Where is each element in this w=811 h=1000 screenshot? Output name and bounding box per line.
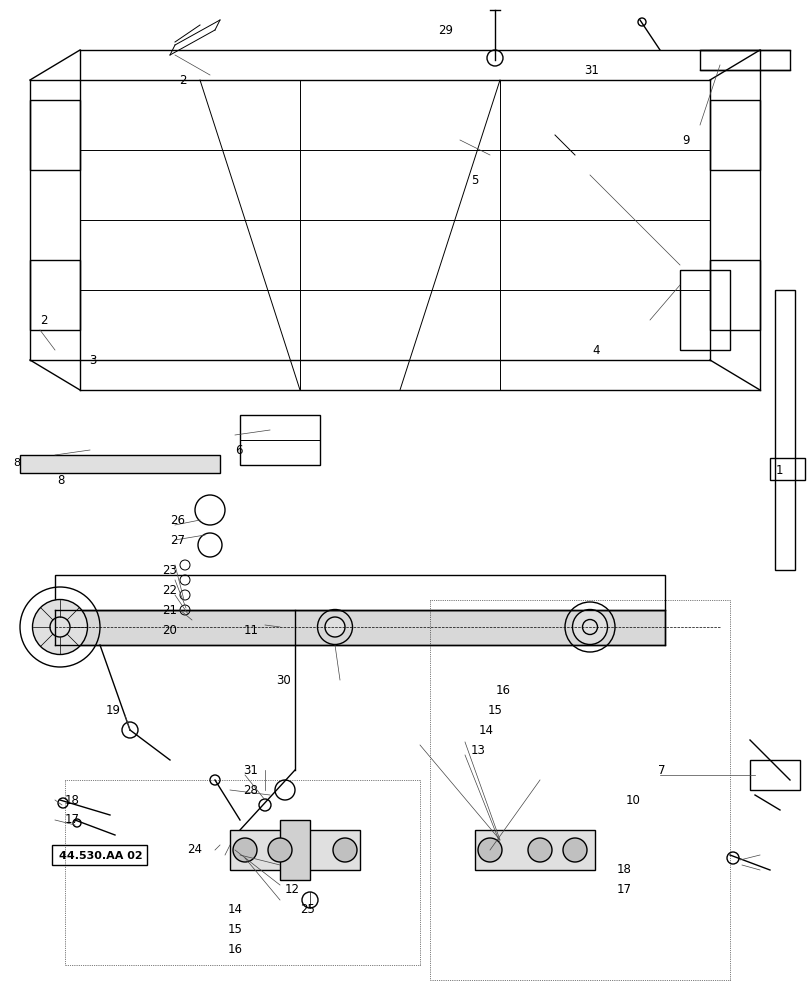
Bar (30, 100, 80, 170)
Text: 11: 11 (243, 624, 258, 636)
Text: 3: 3 (89, 354, 97, 366)
Text: 5: 5 (470, 174, 478, 187)
Text: 7: 7 (657, 764, 664, 776)
Circle shape (478, 838, 501, 862)
Bar (20, 455, 220, 473)
Text: 15: 15 (487, 704, 501, 716)
Bar (699, 50, 789, 70)
Text: 6: 6 (235, 444, 242, 456)
Text: 23: 23 (162, 564, 177, 576)
Text: 10: 10 (624, 793, 639, 806)
Circle shape (562, 838, 586, 862)
Bar (30, 260, 80, 330)
Text: 17: 17 (616, 884, 631, 896)
Bar (770, 458, 805, 480)
Text: 4: 4 (592, 344, 599, 357)
Circle shape (268, 838, 292, 862)
Ellipse shape (572, 609, 607, 644)
Text: 14: 14 (227, 903, 242, 916)
Text: 21: 21 (162, 603, 177, 616)
Bar (55, 575, 664, 610)
Bar (709, 100, 759, 170)
Text: 18: 18 (65, 793, 79, 806)
Text: 8: 8 (57, 474, 64, 487)
Text: 19: 19 (105, 704, 120, 716)
Bar (230, 830, 359, 870)
Text: 14: 14 (478, 723, 493, 736)
Bar (749, 760, 799, 790)
Ellipse shape (324, 617, 345, 637)
Text: 2: 2 (178, 74, 186, 87)
Text: 8: 8 (13, 458, 20, 468)
Bar (474, 830, 594, 870)
Text: 24: 24 (187, 843, 201, 856)
Bar (55, 610, 664, 645)
Bar (774, 290, 794, 570)
Text: 17: 17 (65, 813, 79, 826)
Text: 30: 30 (276, 674, 290, 686)
Text: 28: 28 (243, 784, 258, 796)
Circle shape (333, 838, 357, 862)
Text: 22: 22 (162, 584, 177, 596)
Text: 18: 18 (616, 863, 631, 876)
Bar (679, 270, 729, 350)
Text: 12: 12 (284, 884, 298, 896)
Text: 44.530.AA 02: 44.530.AA 02 (58, 851, 142, 861)
Text: 1: 1 (775, 464, 782, 477)
Text: 20: 20 (162, 624, 177, 636)
Bar (52, 845, 147, 865)
Bar (709, 260, 759, 330)
Text: 29: 29 (438, 24, 453, 37)
Text: 31: 31 (584, 64, 599, 77)
Bar (240, 415, 320, 465)
Circle shape (233, 838, 257, 862)
Text: 16: 16 (495, 684, 509, 696)
Text: 13: 13 (470, 743, 485, 756)
Text: 2: 2 (41, 314, 48, 326)
Bar (280, 820, 310, 880)
Text: 26: 26 (170, 514, 185, 526)
Text: 16: 16 (227, 943, 242, 956)
Text: 15: 15 (227, 923, 242, 936)
Text: 27: 27 (170, 534, 185, 546)
Circle shape (527, 838, 551, 862)
Text: 25: 25 (300, 903, 315, 916)
Text: 9: 9 (681, 134, 689, 147)
Ellipse shape (32, 599, 88, 654)
Text: 31: 31 (243, 764, 258, 776)
